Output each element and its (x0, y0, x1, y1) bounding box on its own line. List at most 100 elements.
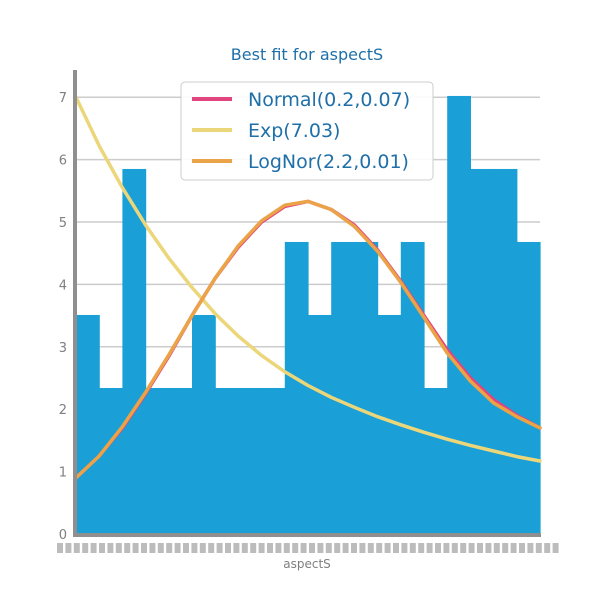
x-tick-mark (317, 543, 324, 553)
x-tick-mark (141, 543, 147, 553)
y-tick-label: 6 (59, 154, 67, 169)
x-tick-mark (485, 543, 492, 553)
x-tick-mark (174, 543, 181, 553)
histogram-bar (308, 314, 332, 534)
x-tick-mark (460, 543, 467, 553)
legend-label: LogNor(2.2,0.01) (248, 151, 409, 173)
x-tick-mark (191, 543, 198, 553)
histogram-bar (424, 387, 448, 534)
x-tick-mark (468, 543, 475, 553)
x-tick-mark (82, 543, 89, 553)
x-tick-mark (325, 543, 332, 553)
x-tick-mark (57, 543, 63, 553)
histogram-bar (215, 387, 239, 534)
x-tick-mark (107, 543, 114, 553)
x-tick-mark (401, 543, 408, 553)
x-tick-mark (124, 543, 131, 553)
x-tick-mark (451, 543, 458, 553)
legend-label: Exp(7.03) (248, 120, 340, 142)
x-tick-mark (477, 543, 483, 553)
x-tick-mark (409, 543, 416, 553)
x-tick-mark (309, 543, 315, 553)
histogram-bar (377, 314, 402, 534)
x-tick-mark (157, 543, 164, 553)
chart-title: Best fit for aspectS (231, 45, 383, 64)
x-tick-mark (73, 543, 80, 553)
x-tick-mark (393, 543, 399, 553)
x-tick-mark (115, 543, 122, 553)
x-tick-mark (283, 543, 290, 553)
x-tick-mark (233, 543, 240, 553)
histogram-bar (122, 168, 147, 534)
x-tick-mark (241, 543, 248, 553)
legend-box (180, 81, 434, 181)
histogram-bar (192, 314, 216, 534)
histogram-bar (145, 387, 170, 534)
x-tick-mark (435, 543, 441, 553)
x-tick-mark (367, 543, 374, 553)
y-tick-label: 0 (59, 528, 67, 543)
histogram-bar (284, 241, 309, 534)
x-axis-label: aspectS (283, 557, 331, 571)
x-tick-mark (132, 543, 139, 553)
x-tick-mark (90, 543, 97, 553)
histogram-bar (447, 95, 471, 535)
x-tick-mark (418, 543, 425, 553)
x-tick-mark (199, 543, 206, 553)
x-tick-mark (544, 543, 551, 553)
fit-curves (74, 95, 542, 480)
x-tick-mark (208, 543, 215, 553)
y-tick-label: 7 (59, 91, 67, 106)
y-tick-label: 3 (59, 341, 67, 356)
histogram-bar (400, 241, 425, 534)
x-tick-marks (57, 543, 559, 553)
x-tick-mark (166, 543, 173, 553)
histogram-bar (238, 387, 263, 534)
x-tick-mark (250, 543, 257, 553)
histogram-bar (99, 387, 123, 534)
histogram-bar (493, 168, 518, 534)
x-tick-mark (510, 543, 517, 553)
x-tick-mark (552, 543, 559, 553)
x-tick-mark (334, 543, 341, 553)
x-tick-mark (376, 543, 383, 553)
x-tick-mark (342, 543, 349, 553)
x-tick-mark (258, 543, 265, 553)
x-tick-mark (225, 543, 231, 553)
axes (73, 70, 541, 537)
x-tick-mark (275, 543, 282, 553)
x-tick-mark (99, 543, 105, 553)
histogram-bar (470, 168, 495, 534)
legend: Normal(0.2,0.07) Exp(7.03) LogNor(2.2,0.01… (180, 81, 434, 181)
x-tick-mark (216, 543, 223, 553)
x-tick-mark (535, 543, 542, 553)
legend-label: Normal(0.2,0.07) (248, 89, 410, 111)
x-tick-mark (65, 543, 72, 553)
y-tick-labels: 0 1 2 3 4 5 6 7 (59, 91, 67, 543)
y-tick-label: 1 (59, 466, 67, 481)
x-tick-mark (351, 543, 357, 553)
y-tick-label: 4 (59, 278, 67, 293)
y-tick-label: 5 (59, 216, 67, 231)
x-tick-mark (527, 543, 534, 553)
histogram-bar (516, 241, 541, 534)
x-tick-mark (183, 543, 189, 553)
x-tick-mark (292, 543, 299, 553)
x-tick-mark (267, 543, 273, 553)
fit-curve-line (74, 199, 542, 480)
histogram-bar (261, 387, 286, 534)
x-tick-mark (149, 543, 156, 553)
x-tick-mark (300, 543, 307, 553)
fit-curve-line (74, 95, 542, 463)
histogram-bar (76, 314, 100, 534)
x-tick-mark (359, 543, 366, 553)
y-tick-label: 2 (59, 403, 67, 418)
histogram-bar (331, 241, 355, 534)
x-tick-mark (502, 543, 509, 553)
x-tick-mark (443, 543, 450, 553)
x-tick-mark (384, 543, 391, 553)
x-tick-mark (426, 543, 433, 553)
x-tick-mark (519, 543, 525, 553)
histogram-bar (168, 387, 193, 534)
